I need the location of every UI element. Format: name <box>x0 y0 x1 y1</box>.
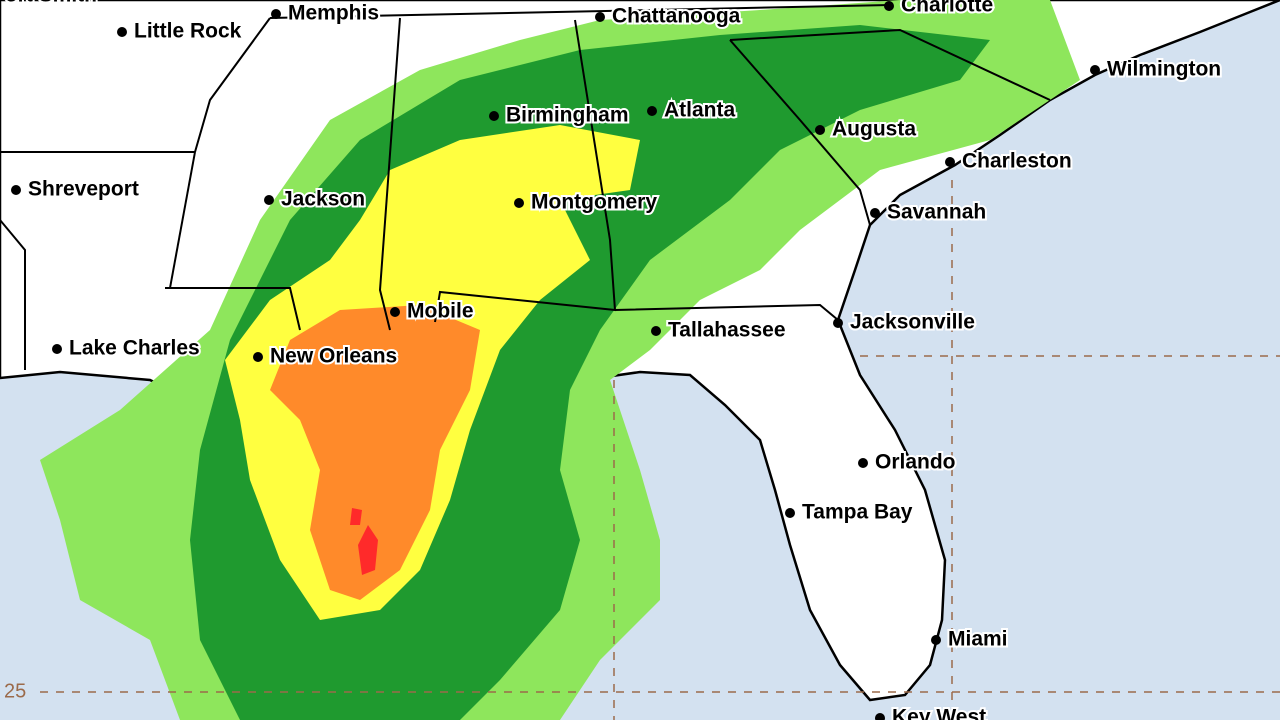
city-label: Orlando <box>875 451 956 474</box>
city-dot <box>651 326 661 336</box>
city-dot <box>647 106 657 116</box>
city-dot <box>117 27 127 37</box>
city-label: Fort Smith <box>0 0 97 7</box>
city-label: Key West <box>892 706 986 720</box>
lat-label: 25 <box>4 680 26 702</box>
city-label: Atlanta <box>664 99 735 122</box>
city-label: Jacksonville <box>850 311 975 334</box>
city-dot <box>870 208 880 218</box>
city-label: Wilmington <box>1107 58 1221 81</box>
city-dot <box>271 9 281 19</box>
cities: Fort Smith Little Rock Memphis Chattanooga C… <box>0 0 1223 720</box>
lat-lon-grid: 25 <box>4 180 1280 720</box>
city-label: Tampa Bay <box>802 501 913 524</box>
city-label: Lake Charles <box>69 337 200 360</box>
state-border <box>729 28 1051 101</box>
city-label: Charleston <box>962 150 1072 173</box>
city-dot <box>514 198 524 208</box>
state-border <box>729 39 871 226</box>
state-border <box>165 287 301 331</box>
city-label: Little Rock <box>134 20 242 43</box>
city-label: Miami <box>948 628 1008 651</box>
city-label: Birmingham <box>506 104 629 127</box>
state-border <box>194 17 271 153</box>
state-border <box>269 4 891 19</box>
city-dot <box>264 195 274 205</box>
city-label: Chattanooga <box>612 5 741 28</box>
city-label: Charlotte <box>901 0 993 17</box>
city-dot <box>1090 65 1100 75</box>
city-dot <box>884 1 894 11</box>
city-dot <box>11 185 21 195</box>
city-label: Savannah <box>887 201 986 224</box>
city-dot <box>815 125 825 135</box>
city-dot <box>945 157 955 167</box>
city-dot <box>858 458 868 468</box>
city-dot <box>785 508 795 518</box>
city-label: New Orleans <box>270 345 397 368</box>
state-borders <box>0 4 1051 370</box>
city-dot <box>52 344 62 354</box>
state-border <box>0 219 26 370</box>
city-dot <box>489 111 499 121</box>
city-label: Shreveport <box>28 178 139 201</box>
city-label: Tallahassee <box>668 319 786 342</box>
city-label: Memphis <box>288 2 379 25</box>
state-border <box>169 151 196 289</box>
city-dot <box>931 635 941 645</box>
rain-very-heavy <box>270 305 480 600</box>
city-label: Mobile <box>407 300 474 323</box>
rainfall-bands <box>40 0 1080 720</box>
city-dot <box>390 307 400 317</box>
city-dot <box>875 713 885 720</box>
city-label: Jackson <box>281 188 365 211</box>
city-dot <box>595 12 605 22</box>
rain-extreme <box>350 508 378 575</box>
city-label: Augusta <box>832 118 916 141</box>
city-dot <box>833 318 843 328</box>
city-label: Montgomery <box>531 191 657 214</box>
state-border <box>378 17 401 331</box>
state-border <box>614 303 839 321</box>
city-dot <box>253 352 263 362</box>
